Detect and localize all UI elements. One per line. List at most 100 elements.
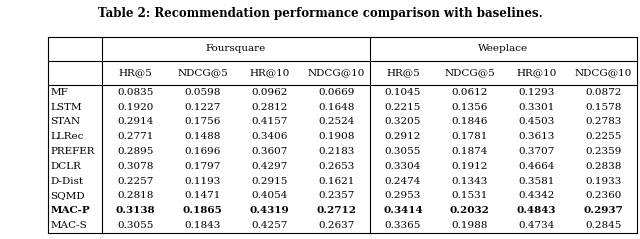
Text: 0.1343: 0.1343 [452,177,488,186]
Text: Foursquare: Foursquare [206,44,266,54]
Text: 0.2357: 0.2357 [318,191,355,201]
Text: NDCG@10: NDCG@10 [307,68,365,77]
Text: 0.3365: 0.3365 [385,221,421,230]
Text: SQMD: SQMD [51,191,85,201]
Text: 0.3301: 0.3301 [518,103,555,112]
Text: 0.1920: 0.1920 [118,103,154,112]
Text: 0.3138: 0.3138 [116,206,156,215]
Text: LLRec: LLRec [51,132,84,141]
Text: 0.1531: 0.1531 [452,191,488,201]
Text: 0.2255: 0.2255 [585,132,621,141]
Text: 0.3055: 0.3055 [118,221,154,230]
Text: 0.1578: 0.1578 [585,103,621,112]
Text: 0.1933: 0.1933 [585,177,621,186]
Text: 0.1756: 0.1756 [184,117,221,126]
Text: 0.4257: 0.4257 [252,221,287,230]
Text: 0.1908: 0.1908 [318,132,355,141]
Text: 0.2895: 0.2895 [118,147,154,156]
Text: LSTM: LSTM [51,103,82,112]
Text: 0.4503: 0.4503 [518,117,555,126]
Text: 0.2914: 0.2914 [118,117,154,126]
Text: 0.0962: 0.0962 [252,88,287,97]
Text: 0.4342: 0.4342 [518,191,555,201]
Text: 0.4297: 0.4297 [252,162,287,171]
Text: 0.0669: 0.0669 [318,88,355,97]
Text: 0.2845: 0.2845 [585,221,621,230]
Text: 0.3414: 0.3414 [383,206,423,215]
Text: 0.1045: 0.1045 [385,88,421,97]
Text: DCLR: DCLR [51,162,81,171]
Text: HR@5: HR@5 [386,68,420,77]
Text: 0.1781: 0.1781 [452,132,488,141]
Text: 0.2637: 0.2637 [318,221,355,230]
Text: 0.1356: 0.1356 [452,103,488,112]
Text: 0.0835: 0.0835 [118,88,154,97]
Text: HR@5: HR@5 [119,68,153,77]
Text: MAC-P: MAC-P [51,206,90,215]
Text: PREFER: PREFER [51,147,95,156]
Text: 0.2712: 0.2712 [316,206,356,215]
Text: 0.1193: 0.1193 [184,177,221,186]
Text: 0.2215: 0.2215 [385,103,421,112]
Text: 0.0872: 0.0872 [585,88,621,97]
Text: NDCG@10: NDCG@10 [575,68,632,77]
Text: HR@10: HR@10 [249,68,289,77]
Text: 0.1843: 0.1843 [184,221,221,230]
Text: 0.4319: 0.4319 [250,206,289,215]
Text: MF: MF [51,88,68,97]
Text: 0.2783: 0.2783 [585,117,621,126]
Text: 0.1912: 0.1912 [452,162,488,171]
Text: 0.1797: 0.1797 [184,162,221,171]
Text: 0.3581: 0.3581 [518,177,555,186]
Text: 0.3205: 0.3205 [385,117,421,126]
Text: 0.2937: 0.2937 [584,206,623,215]
Text: 0.2257: 0.2257 [118,177,154,186]
Text: NDCG@5: NDCG@5 [444,68,495,77]
Text: 0.1621: 0.1621 [318,177,355,186]
Text: NDCG@5: NDCG@5 [177,68,228,77]
Text: 0.1488: 0.1488 [184,132,221,141]
Text: 0.1471: 0.1471 [184,191,221,201]
Text: 0.2771: 0.2771 [118,132,154,141]
Text: 0.4734: 0.4734 [518,221,555,230]
Text: 0.2915: 0.2915 [252,177,287,186]
Text: 0.3406: 0.3406 [252,132,287,141]
Text: 0.3613: 0.3613 [518,132,555,141]
Text: 0.2524: 0.2524 [318,117,355,126]
Text: 0.4157: 0.4157 [252,117,287,126]
Text: 0.1874: 0.1874 [452,147,488,156]
Text: 0.2474: 0.2474 [385,177,421,186]
Text: 0.2183: 0.2183 [318,147,355,156]
Text: 0.2653: 0.2653 [318,162,355,171]
Text: D-Dist: D-Dist [51,177,84,186]
Text: 0.2359: 0.2359 [585,147,621,156]
Text: 0.2953: 0.2953 [385,191,421,201]
Text: 0.0598: 0.0598 [184,88,221,97]
Text: 0.2838: 0.2838 [585,162,621,171]
Text: 0.4843: 0.4843 [517,206,556,215]
Text: Table 2: Recommendation performance comparison with baselines.: Table 2: Recommendation performance comp… [98,7,542,20]
Text: 0.2812: 0.2812 [252,103,287,112]
Text: Weeplace: Weeplace [478,44,528,54]
Text: 0.2818: 0.2818 [118,191,154,201]
Text: 0.0612: 0.0612 [452,88,488,97]
Text: 0.1846: 0.1846 [452,117,488,126]
Text: 0.1648: 0.1648 [318,103,355,112]
Text: 0.1988: 0.1988 [452,221,488,230]
Text: MAC-S: MAC-S [51,221,87,230]
Text: 0.3055: 0.3055 [385,147,421,156]
Text: 0.1293: 0.1293 [518,88,555,97]
Text: 0.3078: 0.3078 [118,162,154,171]
Text: 0.3607: 0.3607 [252,147,287,156]
Text: 0.4664: 0.4664 [518,162,555,171]
Text: 0.3707: 0.3707 [518,147,555,156]
Text: 0.2032: 0.2032 [450,206,490,215]
Text: 0.2360: 0.2360 [585,191,621,201]
Text: 0.1227: 0.1227 [184,103,221,112]
Text: 0.4054: 0.4054 [252,191,287,201]
Text: STAN: STAN [51,117,81,126]
Text: HR@10: HR@10 [516,68,557,77]
Text: 0.1865: 0.1865 [183,206,223,215]
Text: 0.2912: 0.2912 [385,132,421,141]
Text: 0.1696: 0.1696 [184,147,221,156]
